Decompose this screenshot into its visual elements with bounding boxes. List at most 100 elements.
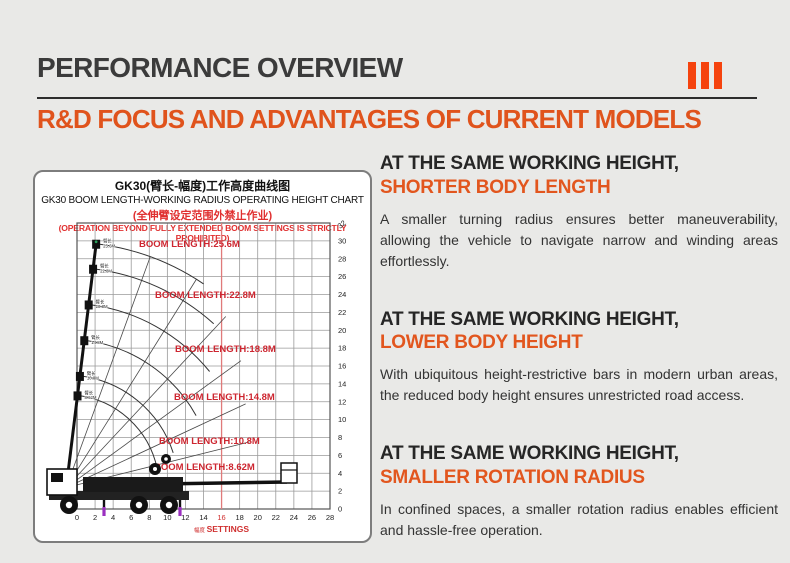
- boom-length-arc: [93, 268, 215, 325]
- chart-text: 20: [338, 326, 346, 335]
- stowed-basket-icon: [280, 462, 298, 484]
- chart-text: 18: [338, 344, 346, 353]
- chart-text: BOOM LENGTH:10.8M: [159, 436, 260, 447]
- boom-tip-label: 臂长 10.8M: [87, 370, 99, 381]
- marker-bar-icon: [688, 62, 696, 89]
- chart-text: 10: [163, 513, 171, 522]
- advantages-column: AT THE SAME WORKING HEIGHT, SHORTER BODY…: [380, 153, 778, 563]
- marker-bar-icon: [714, 62, 722, 89]
- truck-wheel-icon: [135, 501, 143, 509]
- boom-tip-label: 臂长 18.8M: [96, 298, 108, 309]
- turret-pulley-icon: [153, 467, 157, 471]
- truck-wheel-icon: [165, 501, 173, 509]
- advantage-section-lower-body: AT THE SAME WORKING HEIGHT, LOWER BODY H…: [380, 309, 778, 407]
- turret-pulley-icon: [164, 457, 168, 461]
- boom-line: [64, 243, 98, 488]
- platform-basket-icon: [84, 300, 93, 310]
- chart-text: 24: [290, 513, 298, 522]
- title-divider: [37, 97, 757, 99]
- chart-text: 6: [129, 513, 133, 522]
- chart-warning-cn: (全伸臂设定范围外禁止作业): [132, 210, 273, 222]
- chart-text: 28: [326, 513, 334, 522]
- chart-text: 6: [338, 451, 342, 460]
- boom-tip-label: 臂长 8.62M: [85, 389, 97, 400]
- chart-text: 18: [235, 513, 243, 522]
- chart-text: 20: [254, 513, 262, 522]
- chart-text: BOOM LENGTH:14.8M: [174, 392, 275, 403]
- chart-text: 8: [338, 433, 342, 442]
- chart-text: 2: [338, 487, 342, 496]
- boom-angle-line: [68, 256, 151, 480]
- advantage-subheading: LOWER BODY HEIGHT: [380, 332, 583, 354]
- chart-title-en: GK30 BOOM LENGTH-WORKING RADIUS OPERATIN…: [41, 195, 364, 206]
- advantage-heading: AT THE SAME WORKING HEIGHT,: [380, 443, 679, 465]
- outrigger-pad: [102, 507, 106, 516]
- chart-text: 26: [308, 513, 316, 522]
- truck-cab-window: [51, 473, 63, 482]
- chart-text: 24: [338, 290, 346, 299]
- page-subtitle: R&D FOCUS AND ADVANTAGES OF CURRENT MODE…: [37, 104, 702, 134]
- basket-light-icon: [94, 240, 98, 244]
- truck-chassis: [49, 491, 189, 500]
- section-marker-iii: [688, 62, 722, 89]
- advantage-heading: AT THE SAME WORKING HEIGHT,: [380, 153, 679, 174]
- operating-height-chart-panel: GK30(臂长-幅度)工作高度曲线图 GK30 BOOM LENGTH-WORK…: [33, 170, 372, 543]
- advantage-subheading: SHORTER BODY LENGTH: [380, 176, 611, 198]
- advantage-body: With ubiquitous height-restrictive bars …: [380, 366, 778, 404]
- boom-length-arc: [77, 394, 158, 469]
- chart-text: BOOM LENGTH:18.8M: [175, 344, 276, 355]
- advantage-heading: AT THE SAME WORKING HEIGHT,: [380, 308, 679, 330]
- boom-tip-label: 臂长 25.6M: [103, 238, 115, 249]
- page-title: PERFORMANCE OVERVIEW: [37, 52, 403, 83]
- chart-text: 16: [338, 362, 346, 371]
- chart-text: 26: [338, 272, 346, 281]
- boom-length-arc: [84, 339, 197, 416]
- chart-text: 14: [199, 513, 207, 522]
- platform-basket-icon: [80, 336, 89, 346]
- platform-basket-icon: [89, 264, 98, 274]
- boom-tip-label: 臂长 22.8M: [100, 263, 112, 274]
- chart-text: BOOM LENGTH:8.62M: [154, 462, 255, 473]
- boom-length-arc: [79, 375, 174, 453]
- chart-text: 12: [338, 397, 346, 406]
- platform-basket-icon: [92, 239, 101, 249]
- boom-tip-label: 臂长 14.8M: [91, 334, 103, 345]
- truck-deck-machinery: [83, 477, 183, 492]
- marker-bar-icon: [701, 62, 709, 89]
- chart-text: 28: [338, 254, 346, 263]
- boom-angle-line: [74, 403, 246, 485]
- chart-text: 10: [338, 415, 346, 424]
- chart-text: 0: [75, 513, 79, 522]
- chart-text: 14: [338, 379, 346, 388]
- x-axis-label: 幅度 SETTINGS: [194, 524, 249, 534]
- boom-length-arc: [96, 243, 204, 285]
- outrigger-pad: [178, 507, 182, 516]
- grid-border: [76, 222, 331, 510]
- chart-text: 30: [338, 236, 346, 245]
- advantage-body: In confined spaces, a smaller rotation r…: [380, 500, 778, 538]
- chart-text: 22: [272, 513, 280, 522]
- chart-text: 32: [336, 219, 348, 231]
- chart-text: 0: [338, 505, 342, 514]
- chart-text: 8: [147, 513, 151, 522]
- chart-text: 4: [338, 469, 342, 478]
- platform-basket-icon: [75, 371, 84, 381]
- chart-warning-en: (OPERATION BEYOND FULLY EXTENDED BOOM SE…: [58, 223, 347, 243]
- truck-wheel-icon: [65, 501, 73, 509]
- advantage-subheading: SMALLER ROTATION RADIUS: [380, 466, 645, 488]
- chart-text: 12: [181, 513, 189, 522]
- chart-text: 22: [338, 308, 346, 317]
- boom-angle-line: [70, 279, 197, 481]
- chart-title-cn: GK30(臂长-幅度)工作高度曲线图: [114, 179, 291, 193]
- chart-text: 16: [217, 513, 225, 522]
- chart-text: 2: [93, 513, 97, 522]
- boom-angle-line: [72, 316, 227, 482]
- chart-text: BOOM LENGTH:22.8M: [155, 290, 256, 301]
- advantage-section-rotation-radius: AT THE SAME WORKING HEIGHT, SMALLER ROTA…: [380, 443, 778, 541]
- platform-basket-icon: [73, 391, 82, 401]
- boom-length-arc: [88, 304, 210, 372]
- advantage-body: A smaller turning radius ensures better …: [380, 210, 778, 269]
- chart-text: 4: [111, 513, 115, 522]
